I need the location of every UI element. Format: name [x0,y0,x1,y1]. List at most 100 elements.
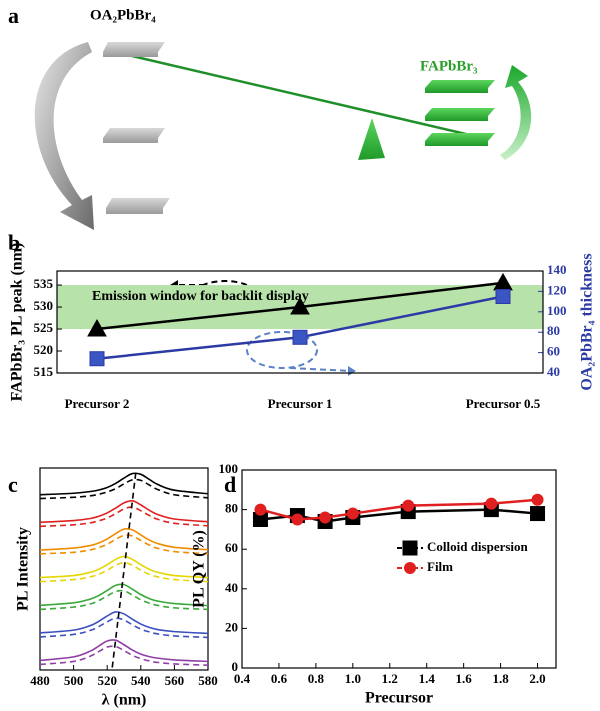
series-line [39,478,209,500]
marker [402,499,415,512]
x-tick-label: 1.6 [456,671,473,686]
y-tick-label: 520 [34,342,54,357]
panel-a: a OA₂PbBr₄ FAPbBr₃ [8,3,532,230]
slab [425,80,495,93]
series-line [111,472,137,668]
x-tick-label: Precursor 2 [65,396,130,411]
marker [291,513,304,526]
series-line [39,583,209,607]
legend-label: Colloid dispersion [427,539,529,554]
slab [425,133,495,146]
left-label: OA₂PbBr₄ [90,7,156,23]
y-tick-label: 60 [225,540,238,555]
x-tick-label: 540 [131,673,151,688]
legend-marker [404,562,416,574]
series-line [39,506,209,528]
charts: b Precursor 2 Precursor 1 Precursor 0.5 515 5… [8,230,596,709]
panel-label: c [8,472,18,497]
x-tick-label: 520 [97,673,117,688]
slab [103,42,165,57]
marker [319,511,332,524]
marker [290,297,310,315]
marker [495,289,511,304]
slab [106,198,170,214]
x-tick-label: 480 [30,673,50,688]
x-tick-label: Precursor 1 [268,396,333,411]
x-tick-label: Precursor 0.5 [466,396,541,411]
series-line [39,561,209,583]
series-line [39,499,209,524]
marker [292,329,308,345]
marker [530,506,546,522]
marker [87,319,107,337]
legend-marker [402,540,418,556]
x-tick-label: 580 [198,673,218,688]
x-tick-label: 1.8 [492,671,509,686]
fulcrum [358,118,385,160]
marker [485,497,498,510]
panel-label: b [8,230,20,255]
y2-tick-label: 80 [547,323,560,338]
x-tick-label: 500 [64,673,84,688]
series-line [39,589,209,611]
y-tick-label: 535 [34,276,54,291]
y-tick-label: 100 [219,461,239,476]
y-tick-label: 525 [34,320,54,335]
ellipse [246,331,318,369]
arrow [500,65,532,160]
x-tick-label: 1.4 [419,671,436,686]
y-axis-label: PL Intensity [15,527,32,611]
series-line [39,534,209,555]
series-line [39,611,209,635]
marker [531,493,544,506]
legend-label: Film [427,559,453,574]
plot-frame [56,270,544,374]
series-line [39,645,209,667]
panel-label: a [8,3,19,28]
arrow [289,367,353,372]
x-tick-label: 1.0 [345,671,361,686]
y2-tick-label: 140 [547,262,567,277]
x-tick-label: 0.6 [271,671,288,686]
y-axis-label: PL QY (%) [191,530,208,608]
y-tick-label: 20 [225,619,238,634]
series-line [39,639,209,663]
y2-tick-label: 60 [547,344,560,359]
y2-tick-label: 100 [547,303,567,318]
slab [103,128,165,143]
x-tick-label: 0.8 [308,671,325,686]
y-axis-label: FAPbBr₃ PL peak (nm) [9,243,26,402]
y-tick-label: 530 [34,298,54,313]
arrow [34,42,94,230]
y-tick-label: 515 [34,364,54,379]
series-line [39,528,209,551]
seesaw [114,50,471,137]
plot-frame [39,467,209,671]
x-tick-label: 2.0 [529,671,545,686]
y-tick-label: 80 [225,501,238,516]
plot-frame [241,469,557,669]
y2-tick-label: 40 [547,364,560,379]
y-tick-label: 0 [232,659,239,674]
series-line [39,472,209,496]
marker [493,272,513,291]
slab [425,108,495,121]
marker [346,507,359,520]
arrowhead [348,366,356,376]
marker [254,503,267,516]
annotation: Emission window for backlit display [92,289,309,304]
panel-label: d [224,472,236,497]
x-axis-label: λ (nm) [102,692,147,709]
right-label: FAPbBr₃ [420,58,478,74]
x-tick-label: 0.4 [234,671,251,686]
x-axis-label: Precursor [365,690,433,707]
y2-tick-label: 120 [547,282,567,297]
series-line [39,555,209,579]
series-line [39,617,209,639]
marker [89,351,105,367]
y2-axis-label: OA₂PbBr₄ thickness [579,253,596,390]
x-tick-label: 1.2 [382,671,398,686]
x-tick-label: 560 [165,673,185,688]
y-tick-label: 40 [225,580,238,595]
